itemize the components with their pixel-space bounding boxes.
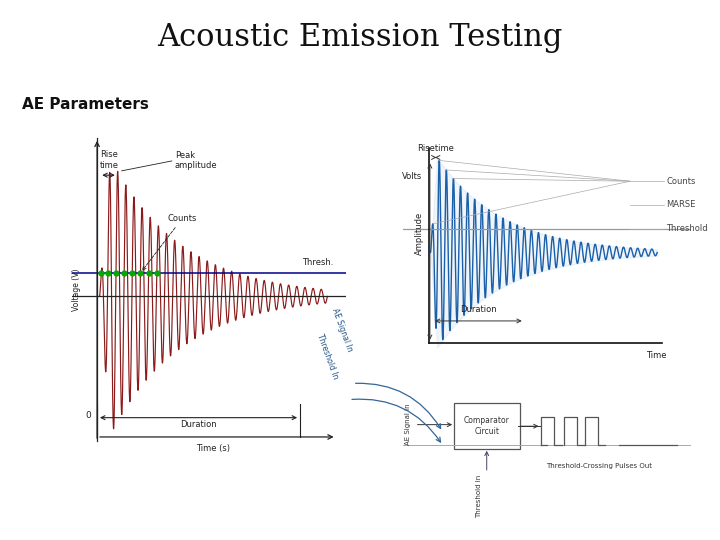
Text: Time: Time [646,350,666,360]
Text: AE Signal In: AE Signal In [405,404,410,446]
Text: Thresh.: Thresh. [302,259,333,267]
Text: Duration: Duration [180,420,217,429]
Text: Duration: Duration [460,306,497,314]
Text: MARSE: MARSE [666,200,696,210]
Text: Comparator
Circuit: Comparator Circuit [464,416,510,436]
FancyBboxPatch shape [454,403,520,449]
Text: Threshold: Threshold [666,224,708,233]
Text: Time (s): Time (s) [197,444,230,453]
Text: Threshold-Crossing Pulses Out: Threshold-Crossing Pulses Out [546,463,652,469]
Text: Threshold In: Threshold In [477,474,482,517]
Text: Counts: Counts [666,177,696,186]
Text: Amplitude: Amplitude [415,211,424,254]
Text: AE Signal In: AE Signal In [330,307,354,353]
Text: 0: 0 [86,410,91,420]
Text: Rise
time: Rise time [100,150,119,170]
Text: Volts: Volts [402,172,423,181]
Text: Risetime: Risetime [418,144,454,153]
Text: Voltage (V): Voltage (V) [72,268,81,311]
Text: Threshold In: Threshold In [315,333,340,380]
Text: Counts: Counts [143,214,197,270]
Text: AE Parameters: AE Parameters [22,97,148,112]
Text: Peak
amplitude: Peak amplitude [175,151,217,170]
Text: Acoustic Emission Testing: Acoustic Emission Testing [157,22,563,52]
